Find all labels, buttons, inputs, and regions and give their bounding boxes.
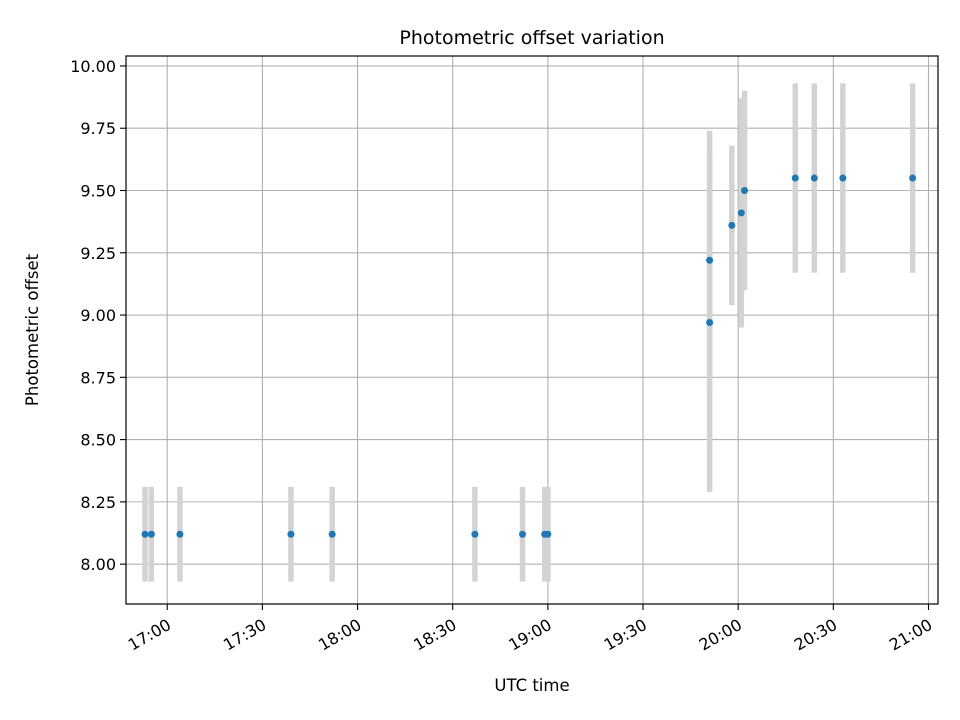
y-axis-title: Photometric offset: [23, 253, 42, 406]
data-point: [706, 256, 714, 264]
data-point: [728, 221, 736, 229]
data-point: [287, 530, 295, 538]
grid: [126, 56, 938, 604]
plot-frame: [125, 55, 939, 605]
x-axis-title: UTC time: [494, 676, 569, 695]
chart-title: Photometric offset variation: [399, 27, 664, 49]
data-point: [471, 530, 479, 538]
y-tick-label: 9.50: [80, 182, 116, 201]
data-point: [518, 530, 526, 538]
y-tick-label: 8.00: [80, 555, 116, 574]
y-tick-label: 9.75: [80, 119, 116, 138]
data-point: [839, 174, 847, 182]
data-point: [176, 530, 184, 538]
data-point: [737, 209, 745, 217]
y-tick-label: 8.75: [80, 368, 116, 387]
data-point: [706, 319, 714, 327]
data-point: [791, 174, 799, 182]
y-tick-label: 8.50: [80, 431, 116, 450]
data-point: [328, 530, 336, 538]
y-tick-label: 8.25: [80, 493, 116, 512]
data-point: [810, 174, 818, 182]
data-point: [909, 174, 917, 182]
y-tick-label: 10.00: [70, 57, 116, 76]
data-point: [141, 530, 149, 538]
data-points: [141, 174, 917, 538]
data-point: [544, 530, 552, 538]
data-point: [741, 187, 749, 195]
y-tick-label: 9.25: [80, 244, 116, 263]
y-tick-label: 9.00: [80, 306, 116, 325]
data-point: [147, 530, 155, 538]
